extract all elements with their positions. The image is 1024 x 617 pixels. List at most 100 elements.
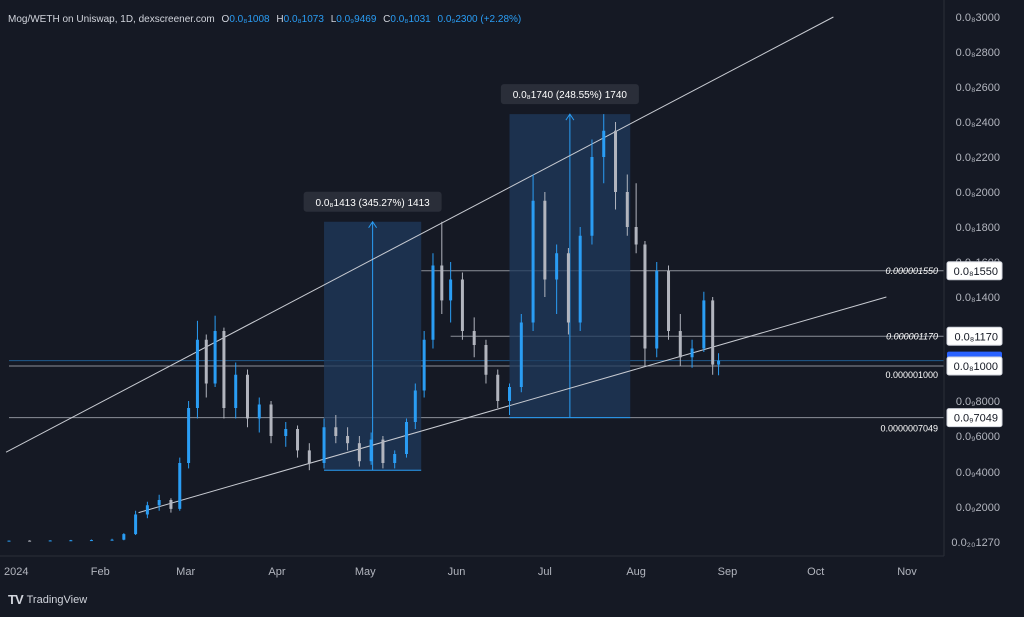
candle-body-42 — [519, 322, 523, 387]
candle-body-8 — [145, 505, 149, 515]
candle-body-36 — [449, 279, 453, 301]
candle-body-38 — [472, 331, 476, 345]
x-tick-label: Feb — [91, 566, 110, 578]
x-tick-label: Nov — [897, 566, 917, 578]
price-label-box-level-1000 — [946, 356, 1003, 376]
candle-body-44 — [543, 200, 547, 280]
price-label-level-7049: 0.0₉7049 — [954, 413, 998, 425]
candle-body-46 — [566, 253, 570, 323]
candle-body-3 — [69, 540, 73, 542]
price-note-level-1170: 0.000001170 — [886, 331, 938, 341]
candle-body-5 — [110, 539, 114, 541]
ohlc-low: L0.0₉9469 — [330, 14, 377, 25]
symbol-title: Mog/WETH on Uniswap, 1D, dexscreener.com — [8, 14, 215, 25]
price-note-level-7049: 0.0000007049 — [880, 424, 938, 434]
candle-body-2 — [48, 540, 52, 542]
candle-body-10 — [169, 500, 173, 509]
candle-body-52 — [634, 227, 638, 245]
price-label-level-1550: 0.0₈1550 — [954, 266, 998, 278]
candle-body-51 — [625, 192, 629, 227]
tradingview-branding[interactable]: TV TradingView — [8, 592, 87, 607]
x-tick-label: Apr — [268, 566, 285, 578]
y-tick-label: 0.0₈1800 — [956, 222, 1000, 234]
candle-body-20 — [269, 404, 273, 436]
candle-body-16 — [222, 331, 226, 408]
candle-body-25 — [334, 427, 338, 436]
price-change: 0.0₉2300 (+2.28%) — [437, 14, 522, 25]
candles-group — [7, 114, 721, 542]
measure-label-2: 0.0₈1740 (248.55%) 1740 — [513, 90, 628, 101]
candle-body-9 — [157, 500, 161, 506]
x-tick-label: Jul — [538, 566, 552, 578]
candle-body-47 — [578, 235, 582, 323]
measure-label-1: 0.0₈1413 (345.27%) 1413 — [315, 198, 430, 209]
y-tick-label: 0.0₈1400 — [956, 292, 1000, 304]
x-tick-label: May — [355, 566, 376, 578]
candle-body-28 — [369, 439, 373, 462]
candle-body-24 — [322, 427, 326, 463]
candle-body-23 — [307, 450, 311, 463]
candle-body-35 — [440, 265, 444, 301]
candle-body-41 — [508, 387, 512, 401]
candle-body-13 — [195, 339, 199, 408]
candle-body-22 — [296, 429, 300, 451]
price-note-level-1550: 0.000001550 — [885, 266, 938, 276]
candle-body-18 — [245, 374, 249, 419]
candle-body-49 — [602, 130, 606, 157]
candle-body-57 — [690, 348, 694, 358]
candle-body-43 — [531, 200, 535, 323]
candle-body-15 — [213, 331, 217, 384]
brand-label: TradingView — [26, 593, 88, 606]
tradingview-logo-icon: TV — [8, 592, 24, 607]
candle-body-11 — [178, 463, 182, 509]
y-tick-label: 0.0₈2800 — [956, 47, 1000, 59]
candle-body-50 — [614, 130, 618, 192]
y-tick-label: 0.0₉8000 — [956, 396, 1000, 408]
candle-body-54 — [655, 270, 659, 349]
candle-body-33 — [422, 339, 426, 391]
ohlc-open: O0.0₈1008 — [221, 14, 270, 25]
candle-body-26 — [346, 436, 350, 444]
candle-body-48 — [590, 157, 594, 236]
candle-body-59 — [711, 300, 715, 365]
price-label-box-level-7049 — [946, 408, 1003, 428]
x-tick-label: Sep — [718, 566, 738, 578]
candle-body-1 — [28, 540, 32, 542]
measure-label-bg-2 — [500, 84, 639, 105]
y-tick-label: 0.0₉6000 — [956, 431, 1000, 443]
candle-body-19 — [257, 404, 261, 419]
ohlc-high: H0.0₈1073 — [276, 14, 324, 25]
candle-body-37 — [460, 279, 464, 331]
price-note-level-1000: 0.000001000 — [885, 370, 938, 380]
candle-body-34 — [431, 265, 435, 340]
ohlc-close: C0.0₈1031 — [383, 14, 431, 25]
y-tick-label: 0.0₈2600 — [956, 82, 1000, 94]
candle-body-29 — [381, 439, 385, 463]
x-tick-label: 2024 — [4, 566, 28, 578]
candle-body-21 — [284, 429, 288, 436]
price-label-box-level-1550 — [946, 261, 1003, 281]
measure-arrowhead-2 — [565, 113, 575, 121]
candle-body-6 — [122, 534, 126, 540]
y-tick-label: 0.0₉4000 — [956, 467, 1000, 479]
candle-body-45 — [555, 253, 559, 280]
y-tick-label: 0.0₉2000 — [956, 502, 1000, 514]
price-label-level-1000: 0.0₈1000 — [954, 361, 998, 373]
lower-trendline — [138, 296, 887, 514]
y-tick-label: 0.0₈2200 — [956, 152, 1000, 164]
candle-body-60 — [717, 360, 721, 365]
x-tick-label: Oct — [807, 566, 824, 578]
candle-body-32 — [413, 390, 417, 422]
x-tick-label: Aug — [626, 566, 646, 578]
price-label-box-level-1170 — [946, 326, 1003, 346]
candle-body-40 — [496, 374, 500, 401]
candle-body-39 — [484, 345, 488, 375]
price-label-level-1170: 0.0₈1170 — [954, 331, 998, 343]
candle-body-58 — [702, 300, 706, 349]
candle-body-27 — [357, 443, 361, 462]
x-tick-label: Mar — [176, 566, 195, 578]
chart-header: Mog/WETH on Uniswap, 1D, dexscreener.com… — [8, 14, 521, 25]
candle-body-53 — [643, 244, 647, 349]
y-tick-label: 0.0₈2000 — [956, 187, 1000, 199]
